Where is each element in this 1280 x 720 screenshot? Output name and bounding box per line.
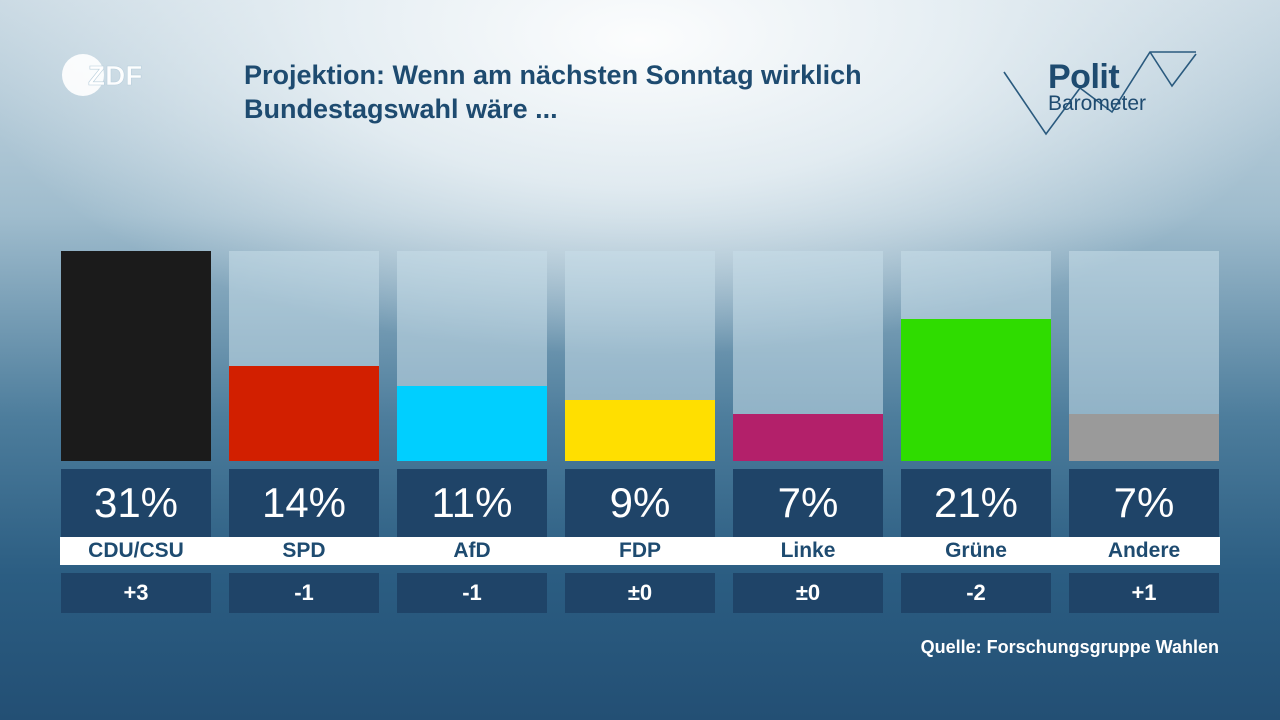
- value-label-andere: 7%: [1069, 469, 1219, 537]
- bar-andere: [1069, 414, 1219, 461]
- bar-cdu-csu: [61, 251, 211, 461]
- party-label-linke: Linke: [780, 539, 836, 562]
- party-label-spd: SPD: [282, 539, 326, 562]
- title-line-2: Bundestagswahl wäre ...: [244, 94, 558, 124]
- change-label-afd: -1: [397, 573, 547, 613]
- bar-grüne: [901, 319, 1051, 461]
- value-label-grüne: 21%: [901, 469, 1051, 537]
- party-label-afd: AfD: [453, 539, 491, 562]
- party-label-grüne: Grüne: [945, 539, 1007, 562]
- value-label-fdp: 9%: [565, 469, 715, 537]
- value-label-cdu-csu: 31%: [61, 469, 211, 537]
- party-label-cdu-csu: CDU/CSU: [88, 539, 184, 562]
- source-note: Quelle: Forschungsgruppe Wahlen: [920, 637, 1219, 657]
- party-label-andere: Andere: [1107, 539, 1181, 562]
- zdf-logo: ZDF: [62, 54, 143, 96]
- bar-linke: [733, 414, 883, 461]
- chart-title: Projektion: Wenn am nächsten Sonntag wir…: [244, 58, 964, 126]
- value-label-linke: 7%: [733, 469, 883, 537]
- brand-line-1: Polit: [1048, 58, 1120, 96]
- party-label-fdp: FDP: [619, 539, 661, 562]
- politbarometer-zigzag-icon: [1003, 51, 1197, 136]
- title-line-1: Projektion: Wenn am nächsten Sonntag wir…: [244, 60, 862, 90]
- value-label-afd: 11%: [397, 469, 547, 537]
- change-label-grüne: -2: [901, 573, 1051, 613]
- party-label-strip: [60, 537, 1220, 565]
- brand-line-2: Barometer: [1048, 92, 1147, 115]
- change-label-spd: -1: [229, 573, 379, 613]
- zdf-logo-text: ZDF: [88, 60, 142, 91]
- politbarometer-logo: Polit Barometer: [1000, 48, 1200, 138]
- change-label-linke: ±0: [733, 573, 883, 613]
- change-label-cdu-csu: +3: [61, 573, 211, 613]
- bar-afd: [397, 386, 547, 461]
- change-label-fdp: ±0: [565, 573, 715, 613]
- bar-fdp: [565, 400, 715, 461]
- bar-spd: [229, 366, 379, 461]
- value-label-spd: 14%: [229, 469, 379, 537]
- change-label-andere: +1: [1069, 573, 1219, 613]
